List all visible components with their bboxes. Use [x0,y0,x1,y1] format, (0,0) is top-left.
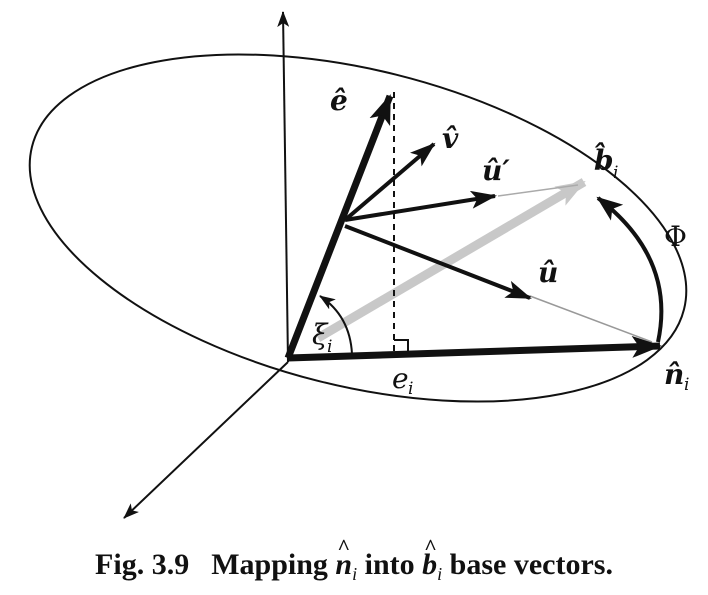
caption-b-symbol: ^ b [422,534,438,581]
caption-mid: into [364,548,415,581]
u-prime-vector-arrow [344,190,497,222]
v-vector-arrow [343,142,436,222]
n-hat-label: n̂ i [664,358,689,395]
vector-diagram: ê v̂ û′ b̂ i Φ û n̂ i ξ i e i [28,11,689,519]
v-hat-label: v̂ [442,122,459,155]
n-vector-arrow [287,335,662,362]
e-hat-label: ê [330,84,348,117]
b-vector-gray-arrow [315,178,587,342]
caption-b-subscript: i [437,564,443,584]
diagonal-axis [123,361,289,519]
u-prime-label: û′ [482,154,510,187]
xi-angle-arc [319,295,353,355]
svg-text:i: i [684,375,689,395]
svg-text:i: i [613,163,618,183]
orbit-ellipse [28,53,688,403]
b-hat-label: b̂ i [594,143,618,183]
caption-n-subscript: i [352,564,358,584]
u-hat-label: û [538,256,558,289]
right-angle-mark [394,339,409,352]
uprime-to-b-connector [497,184,579,197]
phi-rotation-arc [596,196,664,343]
e-base-label: e i [392,362,413,399]
vertical-axis [277,11,290,363]
svg-text:n̂: n̂ [664,358,684,391]
caption-pre: Mapping [211,548,328,581]
svg-text:b̂: b̂ [594,143,614,177]
phi-label: Φ [664,220,687,253]
svg-text:ξ: ξ [312,318,329,351]
caption-n-symbol: ^ n [335,534,353,581]
caption-number: Fig. 3.9 [95,548,190,581]
e-vector-arrow [284,94,394,360]
svg-text:i: i [327,337,332,357]
caption-post: base vectors. [449,548,613,581]
u-vector-arrow [344,224,532,300]
u-to-n-connector [529,295,653,343]
xi-label: ξ i [312,318,332,357]
svg-text:e: e [392,362,409,395]
figure-caption: Fig. 3.9 Mapping ^ ni into ^ bi base vector… [0,534,708,585]
svg-text:i: i [408,379,413,399]
